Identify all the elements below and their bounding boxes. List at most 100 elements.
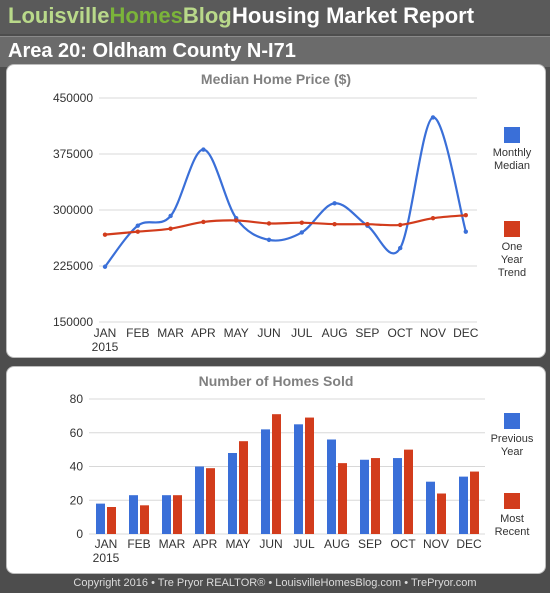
bar-0 [426,481,435,534]
bar-1 [107,507,116,534]
data-point-1 [332,221,337,227]
data-point-1 [398,222,403,228]
x-tick-label: JAN [94,326,117,340]
data-point-1 [463,213,468,218]
x-tick-label: NOV [420,326,446,340]
data-point-1 [102,232,108,237]
legend-swatch-1 [504,221,520,237]
brand-part-2: Homes [109,3,183,28]
y-tick-label: 375000 [53,147,93,161]
bar-0 [459,476,468,534]
y-tick-label: 300000 [53,203,93,217]
bar-0 [96,503,105,534]
x-tick-label: MAY [225,537,250,551]
bar-1 [272,414,281,534]
data-point-0 [463,229,468,234]
x-tick-label: AUG [322,326,348,340]
data-point-1 [234,218,239,223]
x-tick-label: JUL [291,326,313,340]
chart-title: Median Home Price ($) [201,71,351,87]
x-tick-label: JUN [259,537,282,551]
series-line-0 [104,116,467,268]
data-point-0 [332,201,337,206]
bar-0 [294,424,303,534]
x-tick-label: APR [191,326,216,340]
brand-logo: LouisvilleHomesBlog [8,3,232,29]
y-tick-label: 60 [70,426,84,440]
y-tick-label: 80 [70,392,84,406]
legend-label-0: Monthly [493,147,532,159]
x-tick-label: AUG [324,537,350,551]
y-tick-label: 0 [76,527,83,541]
x-tick-label: JUN [257,326,280,340]
bar-0 [261,429,270,534]
data-point-1 [168,226,173,231]
legend-label-0: Median [494,160,530,172]
data-point-1 [430,216,436,221]
data-point-0 [168,213,173,219]
bar-0 [360,459,369,534]
bar-0 [228,453,237,534]
x-tick-label: MAR [159,537,186,551]
legend-label-1: Year [501,254,524,266]
x-tick-label: DEC [456,537,482,551]
x-tick-label: APR [193,537,218,551]
data-point-0 [398,245,403,251]
bar-1 [140,505,149,534]
legend-label-1: Most [500,513,524,525]
data-point-0 [299,230,304,235]
x-tick-label: SEP [355,326,379,340]
y-tick-label: 225000 [53,259,93,273]
brand-part-1: Louisville [8,3,110,28]
bar-1 [338,463,347,534]
data-point-0 [201,147,206,152]
y-tick-label: 150000 [53,315,93,329]
data-point-1 [299,220,304,225]
bar-1 [173,495,182,534]
legend-swatch-0 [504,413,520,429]
area-title: Area 20: Oldham County N-I71 [8,40,296,62]
data-point-1 [266,221,272,226]
report-title: Housing Market Report [232,3,475,28]
data-point-0 [135,223,140,228]
chart-title: Number of Homes Sold [199,373,354,389]
x-tick-label: MAR [157,326,184,340]
data-point-0 [430,115,436,120]
price-chart: Median Home Price ($) 450000 375000 300000 2… [53,71,532,354]
y-tick-label: 450000 [53,91,93,105]
x-tick-label: SEP [358,537,382,551]
bar-0 [327,439,336,534]
legend-label-1: Trend [498,267,526,279]
bar-1 [371,458,380,534]
x-tick-label: JAN [95,537,118,551]
x-tick-label: JUL [293,537,315,551]
area-bar: Area 20: Oldham County N-I71 [0,36,550,67]
bar-0 [129,495,138,534]
x-tick-label: OCT [390,537,416,551]
year-label: 2015 [93,551,120,565]
sold-chart-panel: Number of Homes Sold 80 60 40 20 0 JAN FEB MAR AP… [6,366,546,574]
data-point-1 [365,221,370,227]
x-tick-label: DEC [453,326,479,340]
legend-label-1: Recent [495,526,530,538]
x-tick-label: MAY [224,326,249,340]
x-tick-label: FEB [126,326,149,340]
legend-swatch-0 [504,127,520,143]
legend-swatch-1 [504,493,520,509]
series-line-1 [104,214,466,236]
legend-label-0: Year [501,446,524,458]
y-tick-label: 20 [70,493,84,507]
data-point-1 [201,219,206,225]
bar-1 [470,471,479,534]
data-point-0 [102,264,108,269]
bar-1 [206,468,215,534]
bar-0 [393,458,402,534]
legend-label-0: Previous [491,433,534,445]
data-point-0 [266,237,272,243]
bar-1 [305,417,314,534]
bar-0 [162,495,171,534]
header-bar: LouisvilleHomesBlog Housing Market Repor… [0,0,550,34]
bar-1 [239,441,248,534]
footer: Copyright 2016 • Tre Pryor REALTOR® • Lo… [73,577,477,589]
price-chart-panel: Median Home Price ($) 450000 375000 300000 2… [6,64,546,358]
